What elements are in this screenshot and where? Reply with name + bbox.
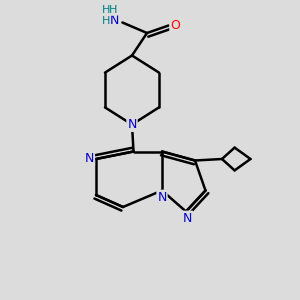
Text: N: N xyxy=(157,190,167,204)
Text: H: H xyxy=(109,5,117,15)
Text: N: N xyxy=(85,152,94,166)
Text: N: N xyxy=(110,14,119,28)
Text: N: N xyxy=(127,118,137,131)
Text: O: O xyxy=(170,19,180,32)
Text: H: H xyxy=(102,5,110,15)
Text: N: N xyxy=(183,212,192,225)
Text: H: H xyxy=(102,16,110,26)
